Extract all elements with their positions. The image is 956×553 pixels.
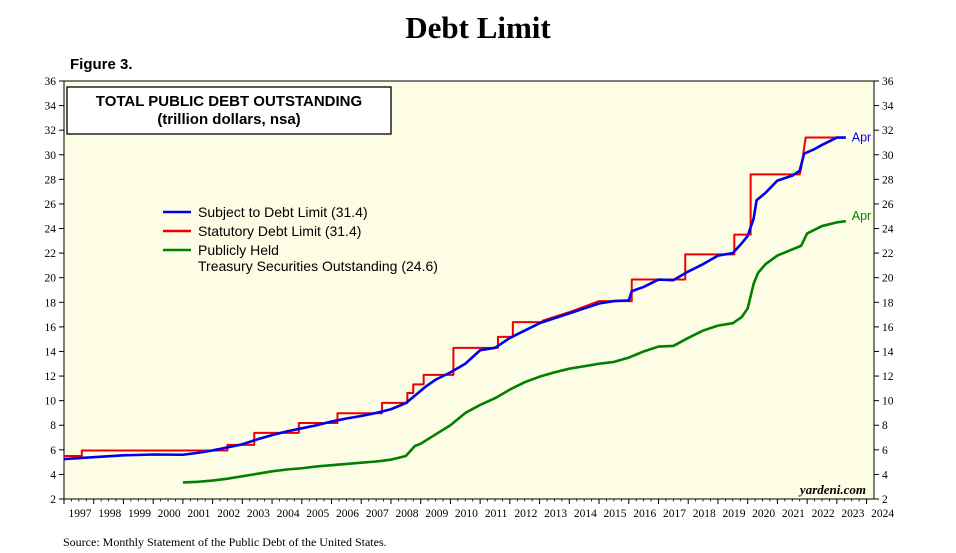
y-tick-label-right: 6	[882, 445, 888, 457]
y-tick-label-left: 36	[45, 76, 57, 88]
plot-area	[63, 80, 875, 500]
x-tick-label: 1999	[128, 508, 151, 520]
x-tick-label: 2020	[752, 508, 775, 520]
x-tick-label: 2013	[544, 508, 567, 520]
y-tick-label-right: 32	[882, 125, 894, 137]
y-tick-label-right: 14	[882, 346, 894, 358]
x-tick-label: 2019	[722, 508, 745, 520]
y-tick-label-right: 30	[882, 150, 894, 162]
credit-label: yardeni.com	[798, 482, 866, 497]
y-tick-label-left: 26	[45, 199, 57, 211]
y-tick-label-left: 2	[50, 494, 56, 506]
source-note: Source: Monthly Statement of the Public …	[63, 535, 387, 549]
x-tick-label: 2008	[395, 508, 418, 520]
x-tick-label: 2000	[158, 508, 181, 520]
y-tick-label-left: 4	[50, 469, 56, 481]
chart-title-box: TOTAL PUBLIC DEBT OUTSTANDING (trillion …	[66, 86, 392, 135]
y-tick-label-left: 12	[45, 371, 57, 383]
series-line-1	[63, 136, 846, 461]
x-tick-label: 2011	[485, 508, 508, 520]
x-tick-label: 1997	[69, 508, 92, 520]
y-tick-label-left: 32	[45, 125, 57, 137]
x-tick-label: 2001	[187, 508, 210, 520]
x-tick-label: 2014	[574, 508, 597, 520]
y-tick-label-right: 22	[882, 248, 894, 260]
y-tick-label-right: 26	[882, 199, 894, 211]
x-tick-label: 2012	[514, 508, 537, 520]
x-tick-label: 2006	[336, 508, 359, 520]
y-tick-label-left: 14	[45, 346, 57, 358]
y-tick-label-left: 8	[50, 420, 56, 432]
y-tick-label-left: 22	[45, 248, 57, 260]
y-tick-label-left: 30	[45, 150, 57, 162]
y-tick-label-right: 8	[882, 420, 888, 432]
page-title: Debt Limit	[405, 10, 551, 45]
x-tick-label: 2007	[366, 508, 389, 520]
y-tick-label-left: 10	[45, 396, 57, 408]
x-tick-label: 2016	[633, 508, 656, 520]
x-tick-label: 2004	[277, 508, 300, 520]
y-tick-label-right: 16	[882, 322, 894, 334]
legend-label: Subject to Debt Limit (31.4)	[198, 204, 368, 220]
x-tick-label: 2009	[425, 508, 448, 520]
y-tick-label-left: 20	[45, 273, 57, 285]
y-tick-label-right: 20	[882, 273, 894, 285]
y-tick-label-right: 10	[882, 396, 894, 408]
legend-label: Treasury Securities Outstanding (24.6)	[198, 258, 438, 274]
y-tick-label-left: 34	[45, 101, 57, 113]
figure-label: Figure 3.	[70, 56, 133, 73]
y-tick-label-right: 36	[882, 76, 894, 88]
y-tick-label-left: 6	[50, 445, 56, 457]
x-tick-label: 2022	[812, 508, 835, 520]
y-tick-label-right: 24	[882, 224, 894, 236]
y-tick-label-right: 12	[882, 371, 894, 383]
x-tick-label: 1998	[98, 508, 121, 520]
y-tick-label-right: 2	[882, 494, 888, 506]
legend-label: Statutory Debt Limit (31.4)	[198, 223, 361, 239]
chart-title-frame	[66, 86, 392, 135]
y-tick-label-right: 18	[882, 297, 894, 309]
legend-label: Publicly Held	[198, 242, 279, 258]
x-tick-label: 2010	[455, 508, 478, 520]
y-tick-label-left: 24	[45, 224, 57, 236]
x-tick-label: 2023	[841, 508, 864, 520]
y-tick-label-right: 28	[882, 174, 894, 186]
x-tick-label: 2003	[247, 508, 270, 520]
x-tick-label: 2002	[217, 508, 240, 520]
y-tick-label-left: 16	[45, 322, 57, 334]
legend: Subject to Debt Limit (31.4) Statutory De…	[163, 204, 438, 274]
y-tick-label-right: 34	[882, 101, 894, 113]
chart-title: TOTAL PUBLIC DEBT OUTSTANDING	[96, 93, 362, 110]
x-tick-label: 2021	[782, 508, 805, 520]
y-tick-label-left: 18	[45, 297, 57, 309]
x-tick-label: 2017	[663, 508, 686, 520]
x-tick-label: 2024	[871, 508, 894, 520]
series-line-3	[182, 219, 846, 484]
series-end-label: Apr	[852, 131, 871, 145]
series-layer: Apr Apr	[63, 131, 871, 484]
y-tick-label-left: 28	[45, 174, 57, 186]
x-tick-label: 2015	[604, 508, 627, 520]
x-tick-label: 2018	[693, 508, 716, 520]
chart-subtitle: (trillion dollars, nsa)	[157, 111, 300, 128]
y-tick-label-right: 4	[882, 469, 888, 481]
series-end-label: Apr	[852, 209, 871, 223]
x-tick-label: 2005	[306, 508, 329, 520]
